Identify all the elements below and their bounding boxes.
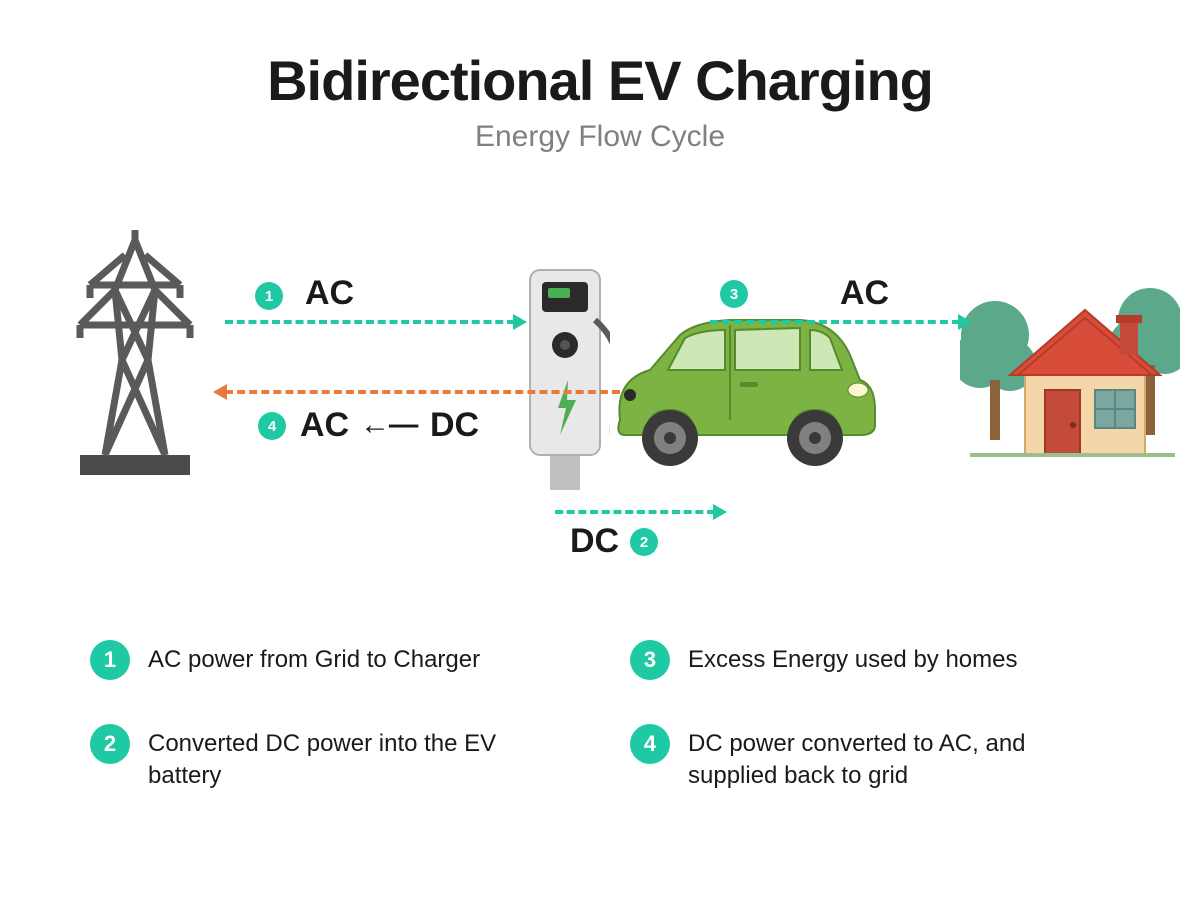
power-tower-icon <box>60 230 210 480</box>
legend-badge-4: 4 <box>630 724 670 764</box>
legend-text-3: Excess Energy used by homes <box>688 640 1018 676</box>
legend: 1 AC power from Grid to Charger 3 Excess… <box>0 640 1200 793</box>
page-subtitle: Energy Flow Cycle <box>0 120 1200 154</box>
house-icon <box>960 240 1180 480</box>
energy-flow-diagram: 1 AC 3 AC 4 AC ←–– DC DC 2 <box>0 210 1200 570</box>
flow-label-3: AC <box>840 274 889 313</box>
flow-arrow-3 <box>710 320 960 324</box>
flow-label-4a: AC <box>300 406 349 445</box>
legend-text-2: Converted DC power into the EV battery <box>148 724 570 793</box>
flow-label-4b: DC <box>430 406 479 445</box>
legend-text-1: AC power from Grid to Charger <box>148 640 480 676</box>
arrow-head <box>213 384 227 400</box>
ev-charger-icon <box>520 260 610 490</box>
arrow-head <box>713 504 727 520</box>
flow-badge-2: 2 <box>630 528 658 556</box>
flow-arrow-1 <box>225 320 515 324</box>
legend-item-3: 3 Excess Energy used by homes <box>630 640 1110 680</box>
legend-item-2: 2 Converted DC power into the EV battery <box>90 724 570 793</box>
flow-label-4-arrow: ←–– <box>360 408 417 442</box>
flow-badge-4: 4 <box>258 412 286 440</box>
legend-badge-3: 3 <box>630 640 670 680</box>
legend-text-4: DC power converted to AC, and supplied b… <box>688 724 1110 793</box>
legend-badge-2: 2 <box>90 724 130 764</box>
ev-car-icon <box>600 310 880 480</box>
flow-badge-3: 3 <box>720 280 748 308</box>
legend-badge-1: 1 <box>90 640 130 680</box>
flow-badge-1: 1 <box>255 282 283 310</box>
flow-label-1: AC <box>305 274 354 313</box>
legend-item-1: 1 AC power from Grid to Charger <box>90 640 570 680</box>
arrow-head <box>513 314 527 330</box>
page-title: Bidirectional EV Charging <box>0 48 1200 113</box>
arrow-head <box>958 314 972 330</box>
legend-item-4: 4 DC power converted to AC, and supplied… <box>630 724 1110 793</box>
flow-arrow-2 <box>555 510 715 514</box>
flow-label-2: DC <box>570 522 619 561</box>
flow-arrow-4 <box>225 390 620 394</box>
